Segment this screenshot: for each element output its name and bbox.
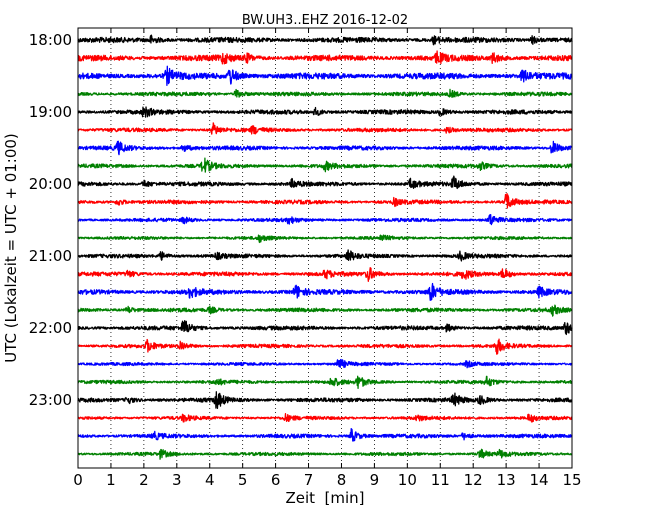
x-tick-label: 15 [562,471,581,489]
seismogram-trace [77,412,573,423]
seismogram-trace [77,358,573,369]
chart-title: BW.UH3..EHZ 2016-12-02 [242,13,408,28]
seismogram-trace [77,375,573,390]
x-axis-label: Zeit [min] [285,489,364,507]
seismogram-trace [77,50,573,65]
y-axis-ticks: 18:00 19:00 20:00 21:00 22:00 23:00 [29,31,572,409]
seismogram-trace [77,214,573,226]
x-tick-label: 8 [337,471,347,489]
seismogram-trace [77,157,573,173]
x-tick-label: 9 [370,471,380,489]
seismogram-trace [77,88,573,98]
x-tick-label: 7 [304,471,314,489]
x-tick-label: 14 [530,471,549,489]
seismogram-trace [77,427,573,442]
seismogram-trace [77,140,573,156]
y-axis-label: UTC (Lokalzeit = UTC + 01:00) [2,133,20,363]
seismogram-trace [77,319,573,336]
x-axis-ticks: 0 1 2 3 4 5 6 7 8 9 10 11 12 13 14 15 [73,28,582,489]
seismogram-trace [77,106,573,118]
seismogram-trace [77,282,573,302]
y-tick-label: 20:00 [29,175,72,193]
x-grid [110,28,540,468]
y-tick-label: 23:00 [29,391,72,409]
y-tick-label: 18:00 [29,31,72,49]
x-tick-label: 11 [431,471,450,489]
y-tick-label: 21:00 [29,247,72,265]
seismogram-trace [77,234,573,244]
seismogram-trace [77,122,573,135]
plot-frame [77,27,573,469]
x-tick-label: 3 [172,471,182,489]
x-tick-label: 4 [205,471,215,489]
seismogram-trace [77,65,573,87]
x-tick-label: 12 [464,471,483,489]
y-tick-label: 19:00 [29,103,72,121]
seismogram-trace [77,34,573,46]
x-tick-label: 5 [238,471,248,489]
seismogram-trace [77,193,573,209]
seismogram-trace [77,448,573,460]
x-tick-label: 6 [271,471,281,489]
seismogram-trace [77,267,573,282]
y-tick-label: 22:00 [29,319,72,337]
x-tick-label: 2 [139,471,149,489]
x-tick-label: 13 [497,471,516,489]
trace-group [77,34,573,460]
seismogram-trace [77,175,573,190]
seismogram-trace [77,338,573,355]
x-tick-label: 10 [398,471,417,489]
seismogram-trace [77,304,573,317]
x-tick-label: 1 [106,471,116,489]
x-tick-label: 0 [73,471,83,489]
seismogram-trace [77,391,573,410]
seismogram-trace [77,249,573,262]
